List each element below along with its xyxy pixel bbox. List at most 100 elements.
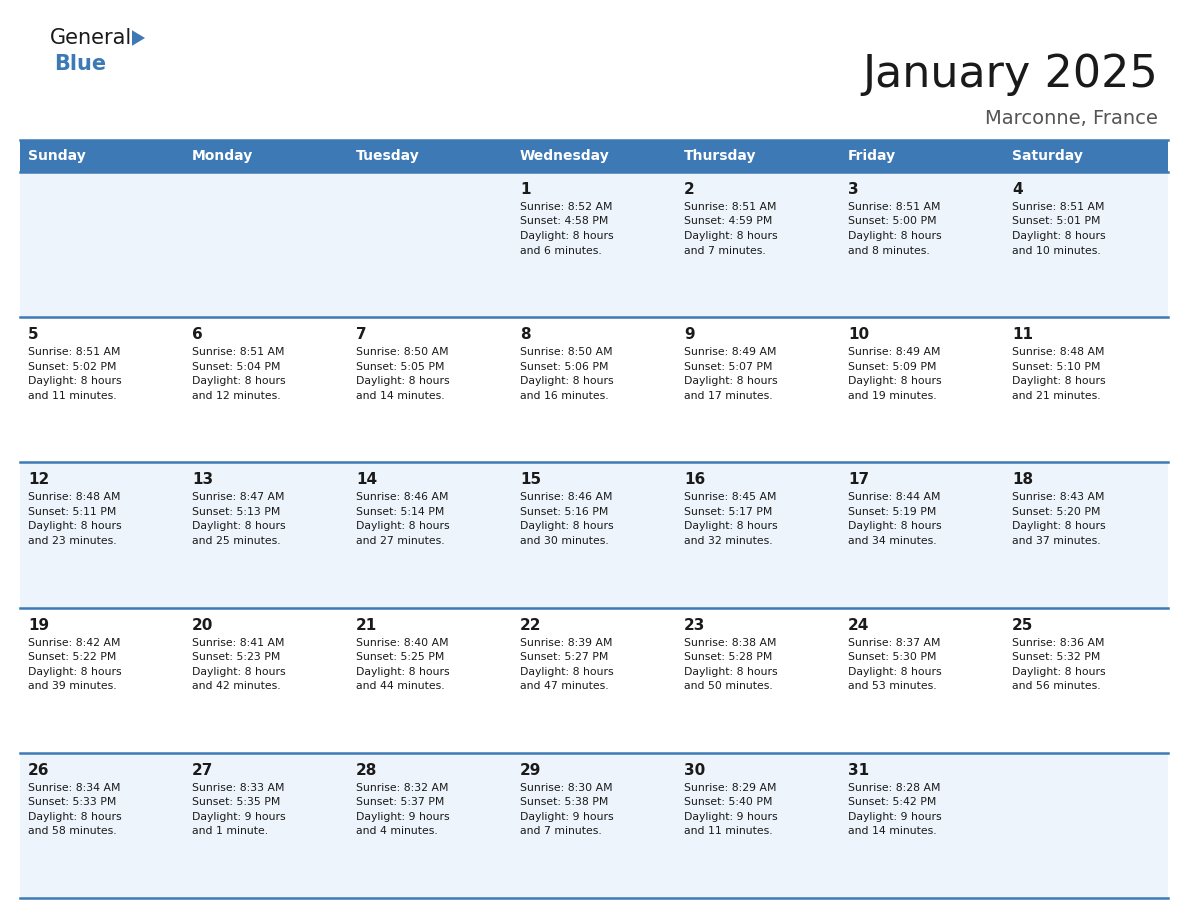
Text: 4: 4 bbox=[1012, 182, 1023, 197]
Text: Daylight: 9 hours: Daylight: 9 hours bbox=[192, 812, 285, 822]
Text: and 14 minutes.: and 14 minutes. bbox=[848, 826, 936, 836]
Text: 26: 26 bbox=[29, 763, 50, 778]
Text: Sunset: 5:05 PM: Sunset: 5:05 PM bbox=[356, 362, 444, 372]
Text: and 34 minutes.: and 34 minutes. bbox=[848, 536, 936, 546]
Text: and 17 minutes.: and 17 minutes. bbox=[684, 391, 772, 400]
Text: Sunrise: 8:42 AM: Sunrise: 8:42 AM bbox=[29, 638, 120, 647]
Text: Sunset: 5:04 PM: Sunset: 5:04 PM bbox=[192, 362, 280, 372]
Text: Sunrise: 8:46 AM: Sunrise: 8:46 AM bbox=[356, 492, 449, 502]
Bar bbox=[20, 608, 1168, 753]
Text: Sunset: 5:33 PM: Sunset: 5:33 PM bbox=[29, 798, 116, 807]
Text: Sunrise: 8:51 AM: Sunrise: 8:51 AM bbox=[684, 202, 777, 212]
Text: Sunrise: 8:46 AM: Sunrise: 8:46 AM bbox=[520, 492, 613, 502]
Text: Sunset: 5:19 PM: Sunset: 5:19 PM bbox=[848, 507, 936, 517]
Text: and 11 minutes.: and 11 minutes. bbox=[29, 391, 116, 400]
Text: Daylight: 8 hours: Daylight: 8 hours bbox=[684, 231, 778, 241]
Text: Blue: Blue bbox=[53, 54, 106, 74]
Text: Sunrise: 8:40 AM: Sunrise: 8:40 AM bbox=[356, 638, 449, 647]
Text: Daylight: 8 hours: Daylight: 8 hours bbox=[192, 521, 285, 532]
Text: and 25 minutes.: and 25 minutes. bbox=[192, 536, 280, 546]
Text: Daylight: 8 hours: Daylight: 8 hours bbox=[1012, 666, 1106, 677]
Text: Daylight: 8 hours: Daylight: 8 hours bbox=[356, 521, 449, 532]
Text: Saturday: Saturday bbox=[1012, 149, 1083, 163]
Text: Sunrise: 8:39 AM: Sunrise: 8:39 AM bbox=[520, 638, 613, 647]
Bar bbox=[20, 463, 1168, 608]
Text: and 19 minutes.: and 19 minutes. bbox=[848, 391, 936, 400]
Text: Sunset: 5:23 PM: Sunset: 5:23 PM bbox=[192, 652, 280, 662]
Text: Daylight: 8 hours: Daylight: 8 hours bbox=[29, 666, 121, 677]
Text: 24: 24 bbox=[848, 618, 870, 633]
Bar bbox=[840, 140, 1004, 172]
Text: Daylight: 8 hours: Daylight: 8 hours bbox=[1012, 231, 1106, 241]
Bar bbox=[20, 318, 1168, 463]
Text: and 7 minutes.: and 7 minutes. bbox=[520, 826, 602, 836]
Text: Sunrise: 8:48 AM: Sunrise: 8:48 AM bbox=[29, 492, 120, 502]
Text: Sunrise: 8:32 AM: Sunrise: 8:32 AM bbox=[356, 783, 449, 793]
Text: Friday: Friday bbox=[848, 149, 896, 163]
Text: Sunrise: 8:49 AM: Sunrise: 8:49 AM bbox=[848, 347, 941, 357]
Text: Daylight: 8 hours: Daylight: 8 hours bbox=[684, 521, 778, 532]
Text: and 21 minutes.: and 21 minutes. bbox=[1012, 391, 1100, 400]
Text: Sunset: 5:40 PM: Sunset: 5:40 PM bbox=[684, 798, 772, 807]
Text: Sunset: 5:00 PM: Sunset: 5:00 PM bbox=[848, 217, 936, 227]
Text: 14: 14 bbox=[356, 473, 377, 487]
Text: Sunrise: 8:41 AM: Sunrise: 8:41 AM bbox=[192, 638, 284, 647]
Text: Sunset: 5:22 PM: Sunset: 5:22 PM bbox=[29, 652, 116, 662]
Text: 19: 19 bbox=[29, 618, 49, 633]
Text: Sunrise: 8:28 AM: Sunrise: 8:28 AM bbox=[848, 783, 941, 793]
Bar bbox=[348, 140, 512, 172]
Text: and 32 minutes.: and 32 minutes. bbox=[684, 536, 772, 546]
Text: Daylight: 8 hours: Daylight: 8 hours bbox=[29, 812, 121, 822]
Text: 11: 11 bbox=[1012, 327, 1034, 342]
Bar bbox=[512, 140, 676, 172]
Text: Daylight: 8 hours: Daylight: 8 hours bbox=[520, 231, 614, 241]
Text: Sunset: 5:42 PM: Sunset: 5:42 PM bbox=[848, 798, 936, 807]
Text: Sunrise: 8:43 AM: Sunrise: 8:43 AM bbox=[1012, 492, 1105, 502]
Text: 30: 30 bbox=[684, 763, 706, 778]
Text: Sunrise: 8:44 AM: Sunrise: 8:44 AM bbox=[848, 492, 941, 502]
Text: Sunset: 5:14 PM: Sunset: 5:14 PM bbox=[356, 507, 444, 517]
Text: Sunset: 5:06 PM: Sunset: 5:06 PM bbox=[520, 362, 608, 372]
Text: Sunrise: 8:33 AM: Sunrise: 8:33 AM bbox=[192, 783, 284, 793]
Text: and 39 minutes.: and 39 minutes. bbox=[29, 681, 116, 691]
Text: and 16 minutes.: and 16 minutes. bbox=[520, 391, 608, 400]
Text: Tuesday: Tuesday bbox=[356, 149, 419, 163]
Text: Sunset: 5:13 PM: Sunset: 5:13 PM bbox=[192, 507, 280, 517]
Text: Sunset: 5:20 PM: Sunset: 5:20 PM bbox=[1012, 507, 1100, 517]
Text: Sunset: 5:07 PM: Sunset: 5:07 PM bbox=[684, 362, 772, 372]
Text: and 58 minutes.: and 58 minutes. bbox=[29, 826, 116, 836]
Text: Sunrise: 8:38 AM: Sunrise: 8:38 AM bbox=[684, 638, 777, 647]
Text: 8: 8 bbox=[520, 327, 531, 342]
Text: Sunrise: 8:34 AM: Sunrise: 8:34 AM bbox=[29, 783, 120, 793]
Text: and 42 minutes.: and 42 minutes. bbox=[192, 681, 280, 691]
Text: Daylight: 8 hours: Daylight: 8 hours bbox=[848, 376, 942, 386]
Text: Sunset: 5:16 PM: Sunset: 5:16 PM bbox=[520, 507, 608, 517]
Text: Daylight: 9 hours: Daylight: 9 hours bbox=[356, 812, 449, 822]
Text: Daylight: 8 hours: Daylight: 8 hours bbox=[520, 521, 614, 532]
Text: 2: 2 bbox=[684, 182, 695, 197]
Text: Sunset: 5:02 PM: Sunset: 5:02 PM bbox=[29, 362, 116, 372]
Text: Daylight: 8 hours: Daylight: 8 hours bbox=[29, 521, 121, 532]
Text: Sunrise: 8:52 AM: Sunrise: 8:52 AM bbox=[520, 202, 613, 212]
Text: Sunrise: 8:51 AM: Sunrise: 8:51 AM bbox=[192, 347, 284, 357]
Text: and 6 minutes.: and 6 minutes. bbox=[520, 245, 602, 255]
Text: Daylight: 8 hours: Daylight: 8 hours bbox=[684, 666, 778, 677]
Text: 10: 10 bbox=[848, 327, 870, 342]
Text: 21: 21 bbox=[356, 618, 378, 633]
Text: Daylight: 8 hours: Daylight: 8 hours bbox=[356, 666, 449, 677]
Text: 13: 13 bbox=[192, 473, 213, 487]
Text: 31: 31 bbox=[848, 763, 870, 778]
Text: 22: 22 bbox=[520, 618, 542, 633]
Polygon shape bbox=[132, 30, 145, 46]
Text: and 1 minute.: and 1 minute. bbox=[192, 826, 268, 836]
Text: Daylight: 8 hours: Daylight: 8 hours bbox=[1012, 376, 1106, 386]
Text: and 4 minutes.: and 4 minutes. bbox=[356, 826, 437, 836]
Text: Sunrise: 8:51 AM: Sunrise: 8:51 AM bbox=[848, 202, 941, 212]
Text: Sunset: 5:09 PM: Sunset: 5:09 PM bbox=[848, 362, 936, 372]
Text: Sunset: 5:01 PM: Sunset: 5:01 PM bbox=[1012, 217, 1100, 227]
Text: Daylight: 8 hours: Daylight: 8 hours bbox=[192, 666, 285, 677]
Text: Daylight: 9 hours: Daylight: 9 hours bbox=[684, 812, 778, 822]
Text: Daylight: 8 hours: Daylight: 8 hours bbox=[848, 666, 942, 677]
Text: 29: 29 bbox=[520, 763, 542, 778]
Text: Sunrise: 8:45 AM: Sunrise: 8:45 AM bbox=[684, 492, 777, 502]
